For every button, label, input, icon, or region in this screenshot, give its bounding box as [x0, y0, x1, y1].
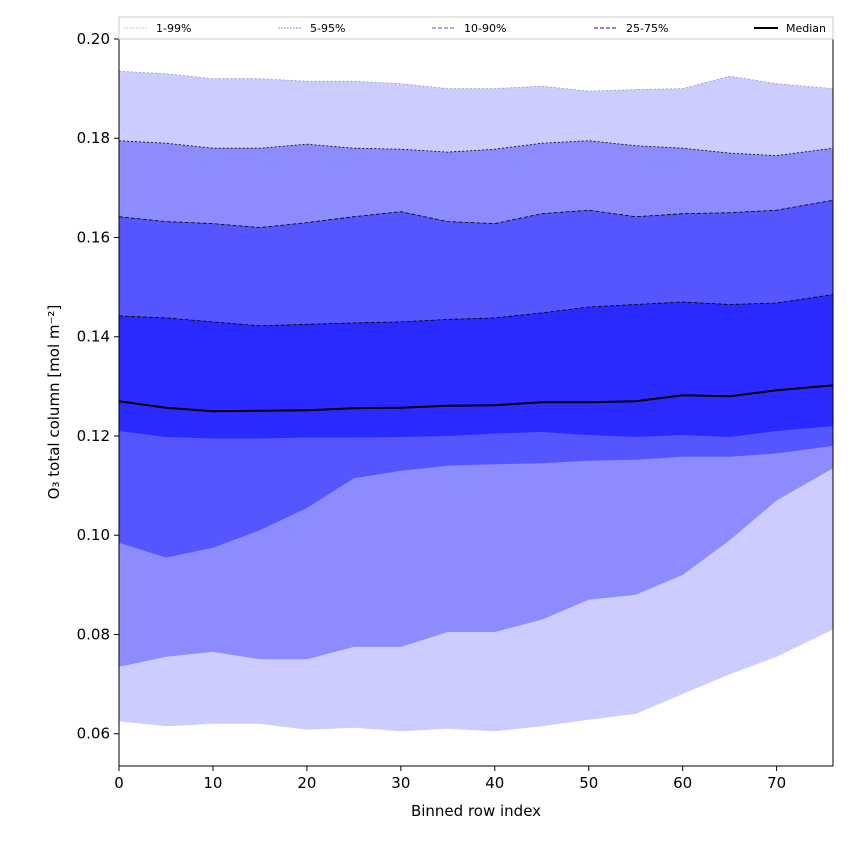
legend-label: 1-99%	[156, 22, 191, 35]
band-upper-edge-1-99pct	[118, 70, 834, 92]
x-tick-label: 0	[114, 774, 124, 792]
y-tick-label: 0.08	[77, 625, 110, 643]
median-layer	[118, 384, 834, 413]
x-tick-label: 50	[579, 774, 598, 792]
median-line	[118, 384, 834, 413]
legend: 1-99% 5-95% 10-90% 25-75% Median	[118, 16, 834, 40]
band-layer	[118, 70, 834, 732]
x-tick-label: 20	[297, 774, 316, 792]
x-tick-label: 40	[485, 774, 504, 792]
band-upper-edge-25-75pct	[118, 294, 834, 327]
legend-label: 10-90%	[464, 22, 506, 35]
y-tick-label: 0.06	[77, 725, 110, 743]
x-axis-label: Binned row index	[411, 802, 541, 820]
x-axis: 0 10 20 30 40 50 60 70	[114, 766, 786, 792]
y-tick-label: 0.10	[77, 526, 110, 544]
y-tick-label: 0.12	[77, 427, 110, 445]
legend-box	[118, 16, 834, 40]
band-upper-edge-10-90pct	[118, 199, 834, 229]
band-upper-edge-5-95pct	[118, 140, 834, 157]
x-tick-label: 60	[673, 774, 692, 792]
y-axis: 0.06 0.08 0.10 0.12 0.14 0.16 0.18 0.20	[77, 30, 119, 743]
legend-label: 5-95%	[310, 22, 345, 35]
y-tick-label: 0.14	[77, 328, 110, 346]
y-tick-label: 0.18	[77, 129, 110, 147]
x-tick-label: 70	[767, 774, 786, 792]
y-tick-label: 0.20	[77, 30, 110, 48]
legend-items: 1-99% 5-95% 10-90% 25-75% Median	[124, 22, 826, 35]
legend-label: Median	[786, 22, 826, 35]
y-tick-label: 0.16	[77, 228, 110, 246]
x-tick-label: 10	[203, 774, 222, 792]
legend-label: 25-75%	[626, 22, 668, 35]
band-25-75pct	[119, 294, 833, 439]
x-tick-label: 30	[391, 774, 410, 792]
y-axis-label: O₃ total column [mol m⁻²]	[45, 305, 63, 500]
